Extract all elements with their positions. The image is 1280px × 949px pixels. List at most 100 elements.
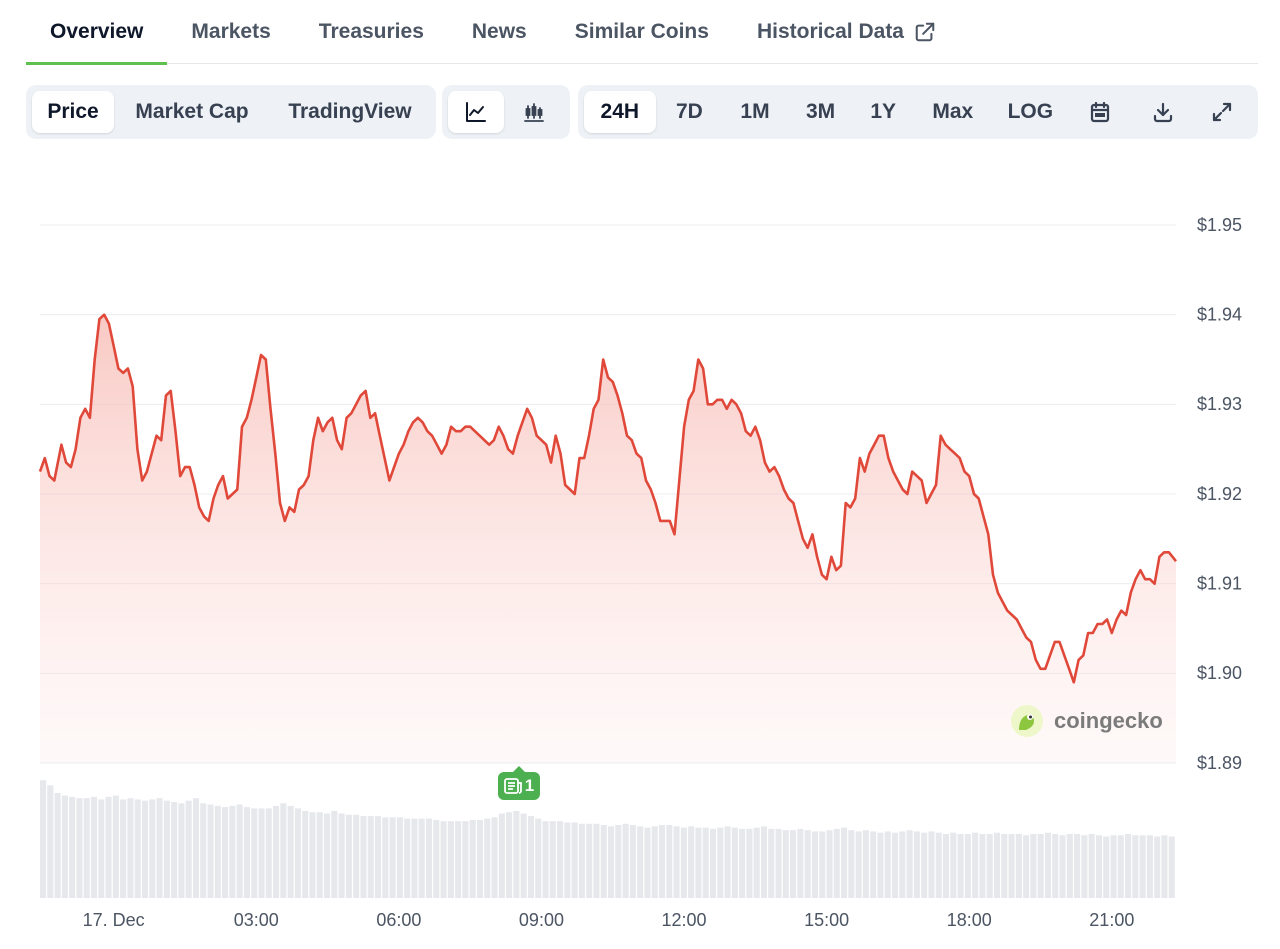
volume-bar <box>112 795 119 898</box>
volume-bar <box>1023 835 1030 898</box>
volume-bar <box>1110 835 1117 898</box>
volume-bar <box>229 805 236 898</box>
range-7d-button[interactable]: 7D <box>675 100 703 123</box>
volume-bar <box>1052 834 1059 898</box>
volume-bar <box>1044 832 1052 898</box>
x-tick-label: 15:00 <box>804 910 849 930</box>
volume-bar <box>324 813 331 898</box>
volume-bar <box>578 823 585 898</box>
fullscreen-button[interactable] <box>1192 91 1252 133</box>
volume-bar <box>47 785 54 898</box>
y-tick-label: $1.89 <box>1197 753 1242 773</box>
volume-bar <box>1059 835 1066 898</box>
volume-bar <box>782 830 789 898</box>
volume-bar <box>1037 834 1044 898</box>
tab-news[interactable]: News <box>448 0 551 64</box>
volume-bar <box>855 831 862 898</box>
volume-bar <box>331 810 338 898</box>
chart-toolbar: Price Market Cap TradingView 24H 7D 1M 3… <box>0 85 1280 141</box>
candlestick-chart-button[interactable] <box>504 91 564 133</box>
tab-label: News <box>471 20 527 43</box>
coingecko-watermark: coingecko <box>1010 704 1163 738</box>
volume-bar <box>862 830 869 898</box>
volume-bar <box>586 823 593 898</box>
volume-bar <box>717 827 724 898</box>
volume-bar <box>629 825 636 898</box>
volume-bar <box>156 798 163 898</box>
volume-bar <box>673 826 680 898</box>
y-tick-label: $1.93 <box>1197 394 1242 414</box>
volume-bar <box>892 832 899 898</box>
volume-bar <box>338 813 345 898</box>
line-chart-button[interactable] <box>448 91 504 133</box>
tradingview-view-button[interactable]: TradingView <box>288 100 412 123</box>
view-toggle-group: Price Market Cap TradingView <box>26 85 436 139</box>
volume-bar <box>345 814 352 898</box>
volume-bar <box>90 796 98 898</box>
volume-bar <box>1103 836 1110 898</box>
range-1m-button[interactable]: 1M <box>740 100 770 123</box>
price-line <box>38 313 1178 684</box>
x-tick-label: 03:00 <box>234 910 279 930</box>
volume-bar <box>476 819 484 898</box>
volume-bar <box>251 808 258 898</box>
time-range-group: 24H 7D 1M 3M 1Y Max LOG <box>578 85 1258 139</box>
range-1y-button[interactable]: 1Y <box>870 100 897 123</box>
volume-bar <box>1161 835 1168 898</box>
market-cap-view-button[interactable]: Market Cap <box>135 100 249 123</box>
volume-bar <box>265 808 272 898</box>
log-scale-button[interactable]: LOG <box>1007 100 1054 123</box>
volume-bar <box>1081 835 1088 898</box>
volume-bar <box>40 780 47 898</box>
volume-bar <box>833 828 840 898</box>
calendar-button[interactable] <box>1067 91 1133 133</box>
tab-similar-coins[interactable]: Similar Coins <box>551 0 733 64</box>
volume-bar <box>469 819 476 898</box>
y-tick-label: $1.91 <box>1197 573 1242 593</box>
volume-bar <box>411 818 418 898</box>
volume-bar <box>76 798 83 898</box>
news-count: 1 <box>524 776 535 795</box>
price-area-fill <box>40 314 1176 763</box>
range-max-button[interactable]: Max <box>932 100 974 123</box>
download-button[interactable] <box>1133 91 1193 133</box>
volume-bar <box>535 818 542 898</box>
volume-bar <box>309 812 316 898</box>
volume-bar <box>171 802 178 898</box>
tab-label: Similar Coins <box>574 20 709 43</box>
tab-treasuries[interactable]: Treasuries <box>295 0 448 64</box>
range-24h-button[interactable]: 24H <box>584 91 656 133</box>
volume-bar <box>884 831 891 898</box>
newspaper-icon <box>503 778 522 794</box>
volume-bar <box>207 804 214 898</box>
volume-bar <box>258 808 265 898</box>
price-view-button[interactable]: Price <box>32 91 114 133</box>
volume-bar <box>1015 834 1022 898</box>
volume-bar <box>389 817 396 898</box>
volume-bar <box>593 823 600 898</box>
tab-markets[interactable]: Markets <box>167 0 294 64</box>
volume-bar <box>236 804 243 898</box>
volume-bar <box>768 828 775 898</box>
price-chart[interactable]: $1.95 $1.94 $1.93 $1.92 $1.91 $1.90 $1.89 17. … <box>0 150 1280 949</box>
x-tick-label: 18:00 <box>947 910 992 930</box>
volume-bar <box>571 822 578 898</box>
x-tick-label: 17. Dec <box>83 910 145 930</box>
volume-bar <box>542 821 549 898</box>
news-badge[interactable]: 1 <box>498 766 540 800</box>
volume-bar <box>935 832 942 898</box>
volume-bar <box>622 823 629 898</box>
tab-overview[interactable]: Overview <box>26 0 168 65</box>
volume-bar <box>273 805 280 898</box>
volume-bar <box>1168 836 1175 898</box>
tab-historical-data[interactable]: Historical Data <box>733 0 960 64</box>
volume-bar <box>993 832 1001 898</box>
volume-bar <box>1088 834 1095 898</box>
volume-bar <box>688 826 695 898</box>
tab-bar: Overview Markets Treasuries News Similar… <box>26 0 1258 65</box>
x-tick-label: 09:00 <box>519 910 564 930</box>
range-3m-button[interactable]: 3M <box>806 100 836 123</box>
chart-type-group <box>442 85 570 139</box>
volume-bar <box>396 817 403 898</box>
volume-bar <box>921 832 928 898</box>
